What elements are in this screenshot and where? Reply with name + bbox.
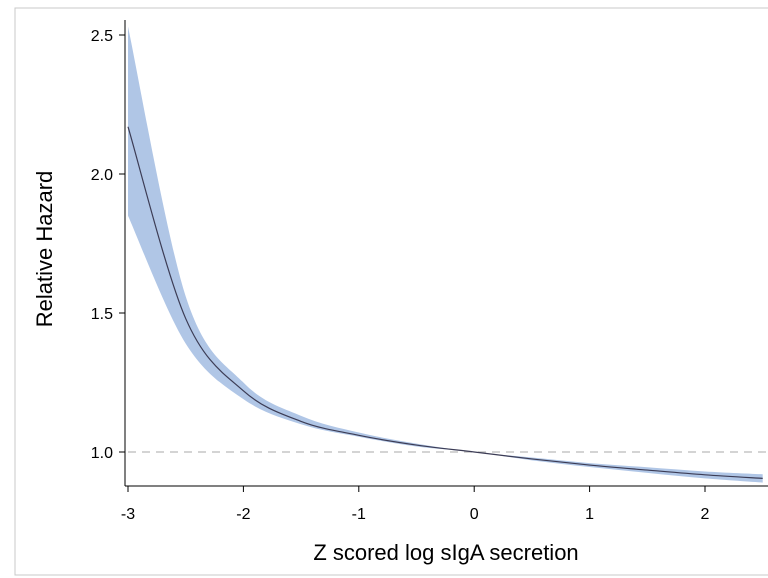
y-axis-title: Relative Hazard — [32, 171, 57, 328]
y-tick-label: 1.0 — [91, 445, 113, 462]
y-tick-label: 2.5 — [91, 28, 113, 45]
confidence-band-layer — [128, 26, 763, 483]
x-axis-title: Z scored log sIgA secretion — [313, 540, 578, 565]
y-tick-label: 1.5 — [91, 306, 113, 323]
series-line-layer — [127, 126, 763, 480]
axes — [119, 20, 768, 492]
x-tick-label: 1 — [585, 506, 594, 523]
tick-labels: 1.0 1.5 2.0 2.5 -3 -2 -1 0 1 2 — [91, 28, 710, 523]
x-tick-label: -3 — [121, 506, 135, 523]
estimate-line — [127, 126, 763, 480]
x-tick-label: -2 — [236, 506, 250, 523]
confidence-band — [128, 26, 763, 483]
x-tick-label: -1 — [352, 506, 366, 523]
x-tick-label: 2 — [701, 506, 710, 523]
x-tick-label: 0 — [470, 506, 479, 523]
plot-frame — [14, 7, 768, 576]
y-tick-label: 2.0 — [91, 167, 113, 184]
